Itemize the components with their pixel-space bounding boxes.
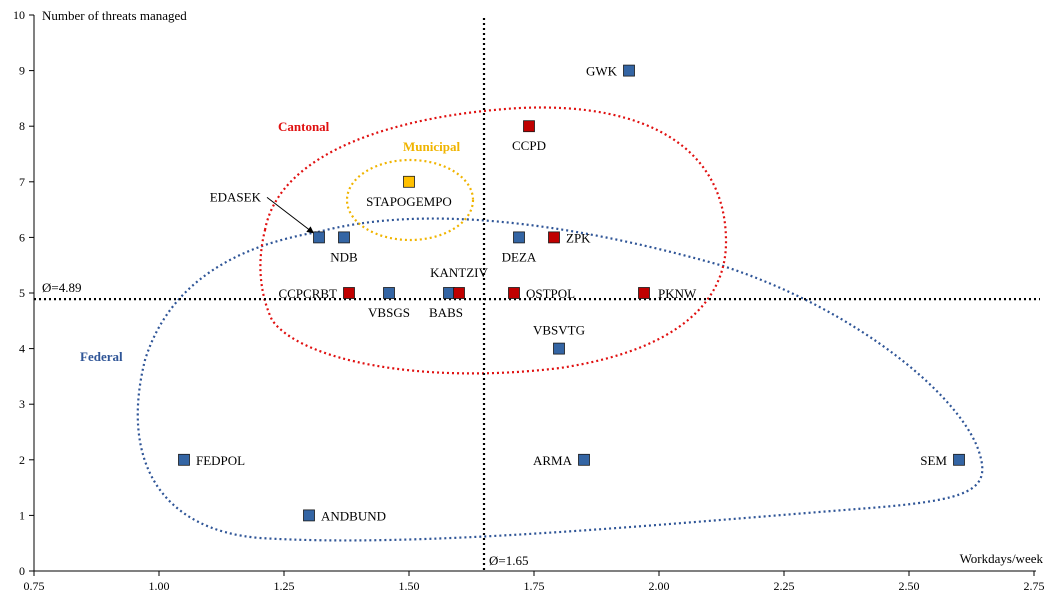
point-label-fedpol: FEDPOL [196,453,245,468]
x-tick-label: 2.00 [649,579,670,593]
y-tick-label: 3 [19,397,25,411]
y-tick-label: 0 [19,564,25,578]
edasek-arrowhead [306,226,314,234]
region-label-municipal: Municipal [403,139,460,154]
point-marker-ndb [338,231,350,244]
point-label-sem: SEM [920,453,947,468]
point-label-vbsgs: VBSGS [368,305,410,320]
point-marker-deza [513,231,525,244]
x-tick-label: 0.75 [24,579,45,593]
x-axis-title: Workdays/week [960,551,1044,566]
point-label-stapogempo: STAPOGEMPO [366,194,452,209]
point-marker-ccpd [523,120,535,133]
x-tick-label: 2.25 [774,579,795,593]
point-marker-vbsvtg [553,342,565,355]
point-marker-pknw [638,287,650,299]
y-tick-label: 6 [19,230,25,244]
y-tick-label: 7 [19,175,25,189]
point-label-edasek: EDASEK [210,189,262,204]
point-marker-gwk [623,64,635,77]
point-label-andbund: ANDBUND [321,508,386,523]
point-marker-kantziv [453,287,465,299]
axis-ticks: 0 1 2 3 4 5 6 7 8 9 10 0.75 1.00 1.25 1.50 1.75 2.00 2.25… [13,8,1045,593]
x-tick-label: 1.00 [149,579,170,593]
edasek-callout-arrowhead [306,226,314,234]
point-marker-sem [953,453,965,466]
point-label-vbsvtg: VBSVTG [533,323,585,338]
point-label-deza: DEZA [502,249,537,264]
municipal-region-outline [345,158,475,242]
region-label-cantonal: Cantonal [278,119,330,134]
point-label-ndb: NDB [330,249,358,264]
point-label-pknw: PKNW [658,286,697,301]
y-axis-title: Number of threats managed [42,8,187,23]
x-tick-label: 2.50 [899,579,920,593]
point-label-babs: BABS [429,305,463,320]
point-label-arma: ARMA [533,453,573,468]
point-label-ccpcrbt: CCPCRBT [278,286,337,301]
y-tick-label: 2 [19,453,25,467]
point-label-ostpol: OSTPOL [526,286,575,301]
x-tick-label: 1.50 [399,579,420,593]
x-tick-label: 2.75 [1024,579,1045,593]
y-tick-label: 8 [19,119,25,133]
y-tick-label: 5 [19,286,25,300]
cantonal-region-outline [259,106,728,375]
region-label-federal: Federal [80,349,123,364]
point-marker-zpk [548,231,560,244]
point-marker-vbsgs [383,287,395,299]
mean-y-label: Ø=4.89 [42,280,81,295]
point-marker-stapogempo [403,175,415,188]
point-marker-ccpcrbt [343,287,355,299]
point-marker-fedpol [178,453,190,466]
point-label-zpk: ZPK [566,230,591,245]
federal-region-outline [136,217,984,542]
point-marker-edasek [313,231,325,244]
x-tick-label: 1.75 [524,579,545,593]
y-tick-label: 9 [19,64,25,78]
point-label-ccpd: CCPD [512,138,546,153]
y-tick-label: 10 [13,8,25,22]
edasek-callout-line [266,197,315,234]
y-tick-label: 4 [19,342,25,356]
point-label-gwk: GWK [586,64,618,79]
point-marker-andbund [303,509,315,522]
data-points: GWK CCPD STAPOGEMPO EDASEK NDB DEZA ZPK CCPCRBT… [178,64,965,523]
x-tick-label: 1.25 [274,579,295,593]
y-tick-label: 1 [19,508,25,522]
point-marker-ostpol [508,287,520,299]
mean-x-label: Ø=1.65 [489,553,528,568]
point-marker-babs [443,287,455,299]
point-marker-arma [578,453,590,466]
point-label-kantziv: KANTZIV [430,265,488,280]
